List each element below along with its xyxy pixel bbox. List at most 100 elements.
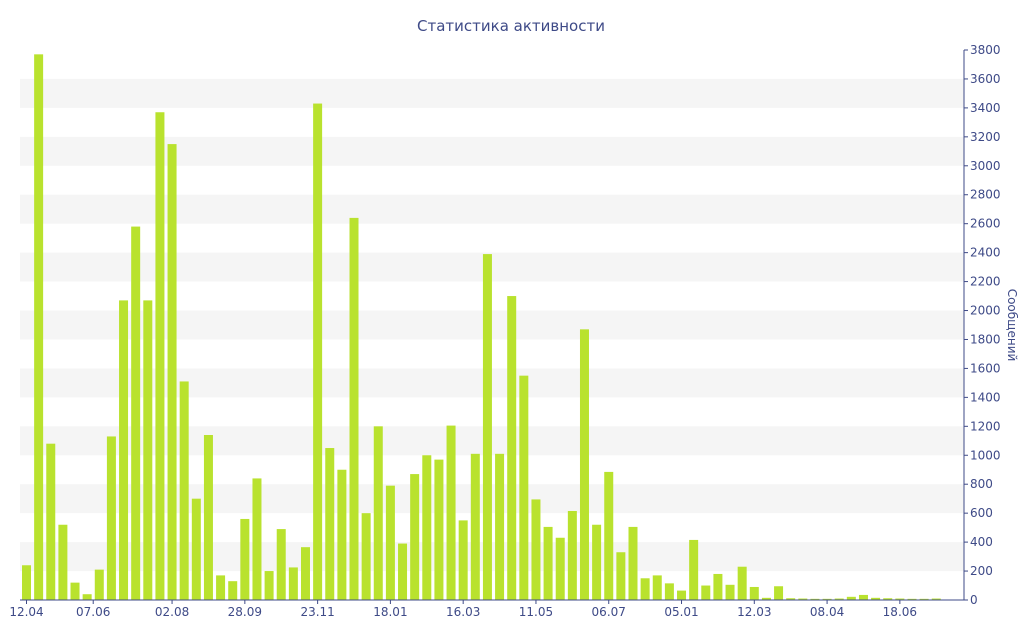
y-tick-label: 600: [970, 506, 993, 520]
bar[interactable]: [252, 478, 262, 600]
bar[interactable]: [737, 566, 747, 600]
bar[interactable]: [349, 217, 359, 600]
bar[interactable]: [652, 575, 662, 600]
bar[interactable]: [871, 597, 881, 600]
bar[interactable]: [313, 103, 323, 601]
bar[interactable]: [834, 598, 844, 600]
bar[interactable]: [119, 300, 129, 600]
bar[interactable]: [579, 329, 589, 600]
bar[interactable]: [82, 594, 92, 600]
bar[interactable]: [422, 455, 432, 600]
bar[interactable]: [616, 552, 626, 600]
bar[interactable]: [482, 254, 492, 600]
bar[interactable]: [34, 54, 44, 600]
bar[interactable]: [846, 596, 856, 600]
bar[interactable]: [337, 469, 347, 600]
bar[interactable]: [228, 581, 238, 600]
x-axis-ticks: 12.04 07.06 02.08 28.09 23.11 18.01 16.03 11.05…: [9, 600, 917, 619]
y-tick-label: 2200: [970, 275, 1001, 289]
bar[interactable]: [883, 598, 893, 600]
grid-band: [20, 310, 964, 340]
y-tick-label: 1400: [970, 390, 1001, 404]
bar[interactable]: [640, 578, 650, 600]
bar[interactable]: [325, 448, 335, 600]
bar[interactable]: [531, 499, 541, 600]
bar[interactable]: [725, 584, 735, 600]
x-tick-label: 07.06: [76, 605, 110, 619]
bar[interactable]: [143, 300, 153, 600]
grid-band: [20, 542, 964, 572]
grid-band: [20, 426, 964, 456]
y-tick-label: 2000: [970, 304, 1001, 318]
bar[interactable]: [507, 296, 517, 600]
y-tick-label: 1000: [970, 448, 1001, 462]
bar[interactable]: [410, 474, 420, 600]
bar[interactable]: [106, 436, 116, 600]
bar[interactable]: [810, 598, 820, 600]
bar[interactable]: [22, 565, 31, 600]
bar[interactable]: [895, 598, 905, 600]
bar[interactable]: [701, 585, 711, 600]
bar[interactable]: [458, 520, 468, 600]
bar[interactable]: [131, 226, 141, 600]
bar[interactable]: [592, 524, 602, 600]
bar[interactable]: [46, 443, 56, 600]
y-tick-label: 2400: [970, 246, 1001, 260]
bar[interactable]: [604, 471, 614, 600]
bar[interactable]: [470, 453, 480, 600]
grid-band: [20, 78, 964, 108]
bar[interactable]: [567, 510, 577, 600]
x-tick-label: 12.04: [9, 605, 43, 619]
x-tick-label: 16.03: [446, 605, 480, 619]
grid-band: [20, 194, 964, 224]
bar[interactable]: [713, 573, 723, 600]
bar[interactable]: [858, 594, 868, 600]
bar[interactable]: [385, 485, 395, 600]
bar[interactable]: [288, 567, 298, 600]
bar[interactable]: [519, 375, 529, 600]
bar[interactable]: [361, 513, 371, 600]
bar[interactable]: [70, 582, 80, 600]
bar[interactable]: [774, 586, 784, 600]
bar[interactable]: [919, 598, 929, 600]
bar[interactable]: [761, 597, 771, 600]
bar[interactable]: [555, 537, 565, 600]
y-tick-label: 400: [970, 535, 993, 549]
bar[interactable]: [664, 583, 674, 600]
y-tick-label: 3000: [970, 159, 1001, 173]
bar[interactable]: [264, 571, 274, 600]
bar[interactable]: [191, 498, 201, 600]
grid-band: [20, 484, 964, 514]
bar[interactable]: [58, 524, 68, 600]
bar[interactable]: [434, 459, 444, 600]
bar[interactable]: [931, 598, 941, 600]
chart-title: Статистика активности: [417, 17, 605, 35]
bar[interactable]: [167, 144, 177, 600]
bar[interactable]: [798, 598, 808, 600]
bar[interactable]: [628, 526, 638, 600]
bar[interactable]: [398, 543, 408, 600]
bar[interactable]: [677, 590, 687, 600]
bar[interactable]: [203, 435, 213, 600]
bar[interactable]: [786, 598, 796, 600]
x-tick-label: 23.11: [300, 605, 334, 619]
bar[interactable]: [543, 526, 553, 600]
bar[interactable]: [446, 425, 456, 600]
bar[interactable]: [216, 575, 226, 600]
bar[interactable]: [300, 547, 310, 600]
bar[interactable]: [276, 529, 286, 600]
bar[interactable]: [689, 539, 699, 600]
bar[interactable]: [155, 112, 165, 601]
bar[interactable]: [749, 586, 759, 600]
grid-band: [20, 136, 964, 166]
bar[interactable]: [907, 598, 917, 600]
bar[interactable]: [179, 381, 189, 600]
bar[interactable]: [240, 518, 250, 600]
bar[interactable]: [94, 569, 104, 600]
y-tick-label: 3200: [970, 130, 1001, 144]
x-tick-label: 11.05: [519, 605, 553, 619]
bar[interactable]: [495, 453, 505, 600]
bar[interactable]: [822, 598, 832, 600]
x-tick-label: 05.01: [664, 605, 698, 619]
bar[interactable]: [373, 426, 383, 600]
